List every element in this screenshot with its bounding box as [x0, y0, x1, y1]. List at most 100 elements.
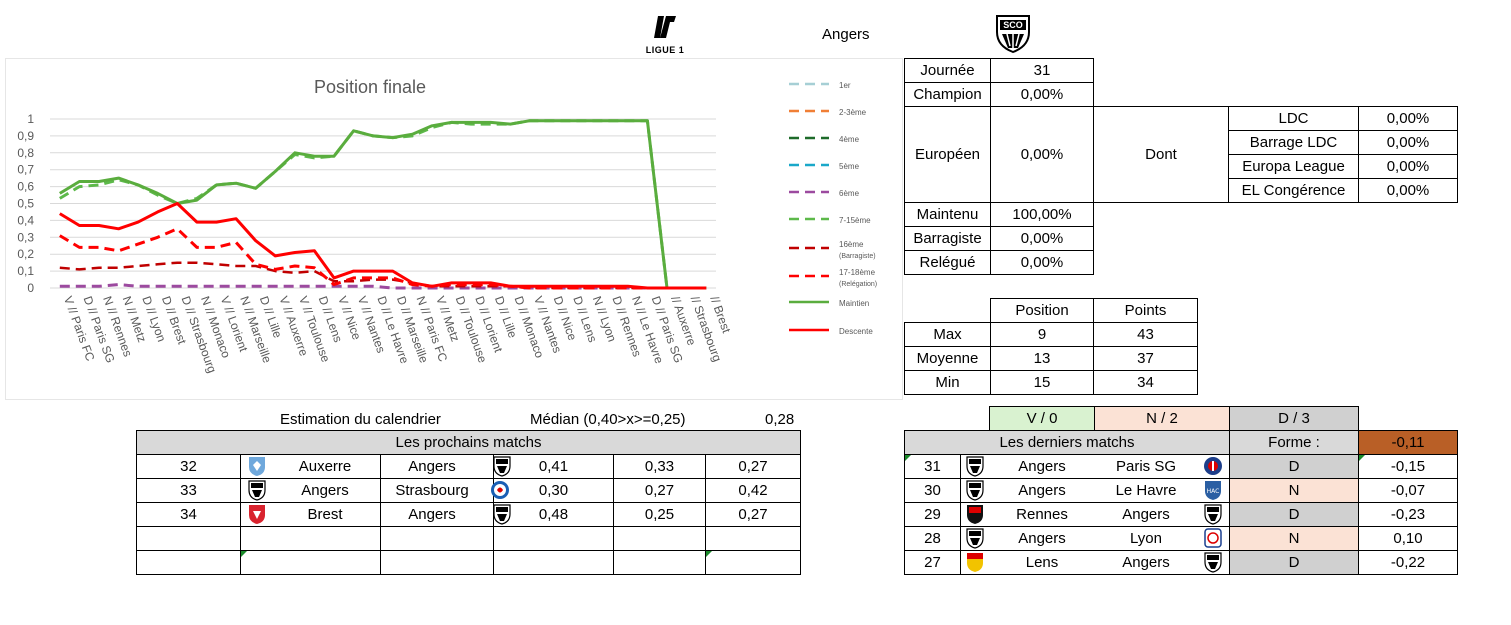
europe-row-label: LDC	[1228, 106, 1359, 131]
maintenu-value: 100,00%	[990, 202, 1094, 227]
forme-label: Forme :	[1229, 430, 1359, 455]
next-match-away: Strasbourg	[395, 482, 469, 499]
y-tick-label: 0,6	[17, 180, 34, 194]
recent-match-teams-cell	[960, 526, 1230, 551]
lens-crest-icon	[965, 551, 985, 573]
angers-crest-icon	[965, 455, 985, 477]
next-match-p1	[493, 550, 614, 575]
y-tick-label: 0,2	[17, 247, 34, 261]
y-tick-label: 0,5	[17, 197, 34, 211]
ligue1-logo-text: LIGUE 1	[645, 45, 685, 55]
median-label: Médian (0,40>x>=0,25)	[530, 411, 686, 428]
europe-row-value: 0,00%	[1358, 178, 1458, 203]
lyon-crest-icon	[1203, 527, 1223, 549]
europe-row-value: 0,00%	[1358, 106, 1458, 131]
next-match-p3: 0,42	[705, 478, 801, 503]
recent-match-teams-cell	[960, 550, 1230, 575]
position-row-label: Max	[904, 322, 991, 347]
relegue-value: 0,00%	[990, 250, 1094, 275]
points-header: Points	[1093, 298, 1198, 323]
next-match-p2	[613, 526, 706, 551]
team-name: Angers	[822, 26, 870, 43]
recent-match-score: -0,22	[1358, 550, 1458, 575]
series-line	[59, 283, 707, 290]
series-line	[59, 119, 707, 290]
legend-label: 5ème	[839, 162, 860, 171]
estimation-label: Estimation du calendrier	[280, 411, 441, 428]
recent-match-score: -0,15	[1358, 454, 1458, 479]
position-header: Position	[990, 298, 1094, 323]
next-match-day	[136, 550, 241, 575]
next-match-p3: 0,27	[705, 502, 801, 527]
cell-marker	[905, 455, 911, 461]
legend-label: 17-18ème (Relégation)	[839, 268, 877, 288]
series-line	[59, 202, 707, 290]
position-chart-svg: Position finale 0 0,1 0,2 0,3 0,4 0,5 0,6 0,7 0,8…	[17, 77, 877, 375]
europe-row-label: EL Congérence	[1228, 178, 1359, 203]
champion-value: 0,00%	[990, 82, 1094, 107]
recent-match-result: D	[1229, 502, 1359, 527]
cell-marker	[241, 551, 247, 557]
recent-match-result: N	[1229, 526, 1359, 551]
recent-match-home: Angers	[1018, 530, 1066, 547]
angers-crest-icon	[1203, 503, 1223, 525]
maintenu-label: Maintenu	[904, 202, 991, 227]
journee-value: 31	[990, 58, 1094, 83]
recent-match-day: 30	[904, 478, 961, 503]
legend-label: Maintien	[839, 299, 869, 308]
le-havre-crest-icon: HAC	[1203, 479, 1223, 501]
team-logo-text: SCO	[1003, 20, 1023, 30]
position-row-points: 37	[1093, 346, 1198, 371]
next-match-p3: 0,27	[705, 454, 801, 479]
recent-match-day: 31	[904, 454, 961, 479]
recent-match-away: Lyon	[1130, 530, 1162, 547]
position-row-points: 34	[1093, 370, 1198, 395]
next-match-p1	[493, 526, 614, 551]
rennes-crest-icon	[965, 503, 985, 525]
next-match-p2	[613, 550, 706, 575]
legend-label: Descente	[839, 327, 873, 336]
position-row-position: 15	[990, 370, 1094, 395]
europe-row-value: 0,00%	[1358, 154, 1458, 179]
recent-match-day: 28	[904, 526, 961, 551]
recent-match-home: Rennes	[1016, 506, 1068, 523]
next-match-home: Auxerre	[298, 458, 352, 475]
legend-label: 7-15ème	[839, 216, 871, 225]
next-match-home: Angers	[301, 482, 349, 499]
position-row-label: Moyenne	[904, 346, 991, 371]
next-match-away: Angers	[408, 458, 456, 475]
ligue1-logo-icon	[654, 16, 676, 38]
europeen-label: Européen	[904, 106, 991, 203]
next-match-home: Brest	[307, 506, 343, 523]
europe-row-label: Barrage LDC	[1228, 130, 1359, 155]
next-match-p2: 0,27	[613, 478, 706, 503]
svg-text:HAC: HAC	[1207, 488, 1220, 495]
champion-label: Champion	[904, 82, 991, 107]
recent-match-away: Angers	[1122, 554, 1170, 571]
recent-match-teams-cell	[960, 502, 1230, 527]
next-match-day	[136, 526, 241, 551]
position-row-label: Min	[904, 370, 991, 395]
next-match-p1: 0,30	[493, 478, 614, 503]
dont-label: Dont	[1093, 106, 1229, 203]
next-match-away-cell	[380, 550, 494, 575]
next-match-away-cell	[380, 502, 494, 527]
y-tick-label: 0,4	[17, 213, 34, 227]
win-count: V / 0	[989, 406, 1095, 431]
angers-crest-icon	[1203, 551, 1223, 573]
forme-value: -0,11	[1358, 430, 1458, 455]
angers-crest-icon	[492, 455, 512, 477]
legend-label: 6ème	[839, 189, 860, 198]
next-match-away-cell	[380, 526, 494, 551]
barragiste-label: Barragiste	[904, 226, 991, 251]
recent-match-home: Lens	[1025, 554, 1059, 571]
y-tick-label: 0,8	[17, 146, 34, 160]
europe-row-label: Europa League	[1228, 154, 1359, 179]
next-match-crest-cell	[240, 550, 381, 575]
paris-sg-crest-icon	[1203, 455, 1223, 477]
next-match-p3	[705, 550, 801, 575]
recent-match-away: Le Havre	[1115, 482, 1177, 499]
median-value: 0,28	[765, 411, 795, 428]
y-tick-label: 0,9	[17, 129, 34, 143]
cell-marker	[706, 551, 712, 557]
